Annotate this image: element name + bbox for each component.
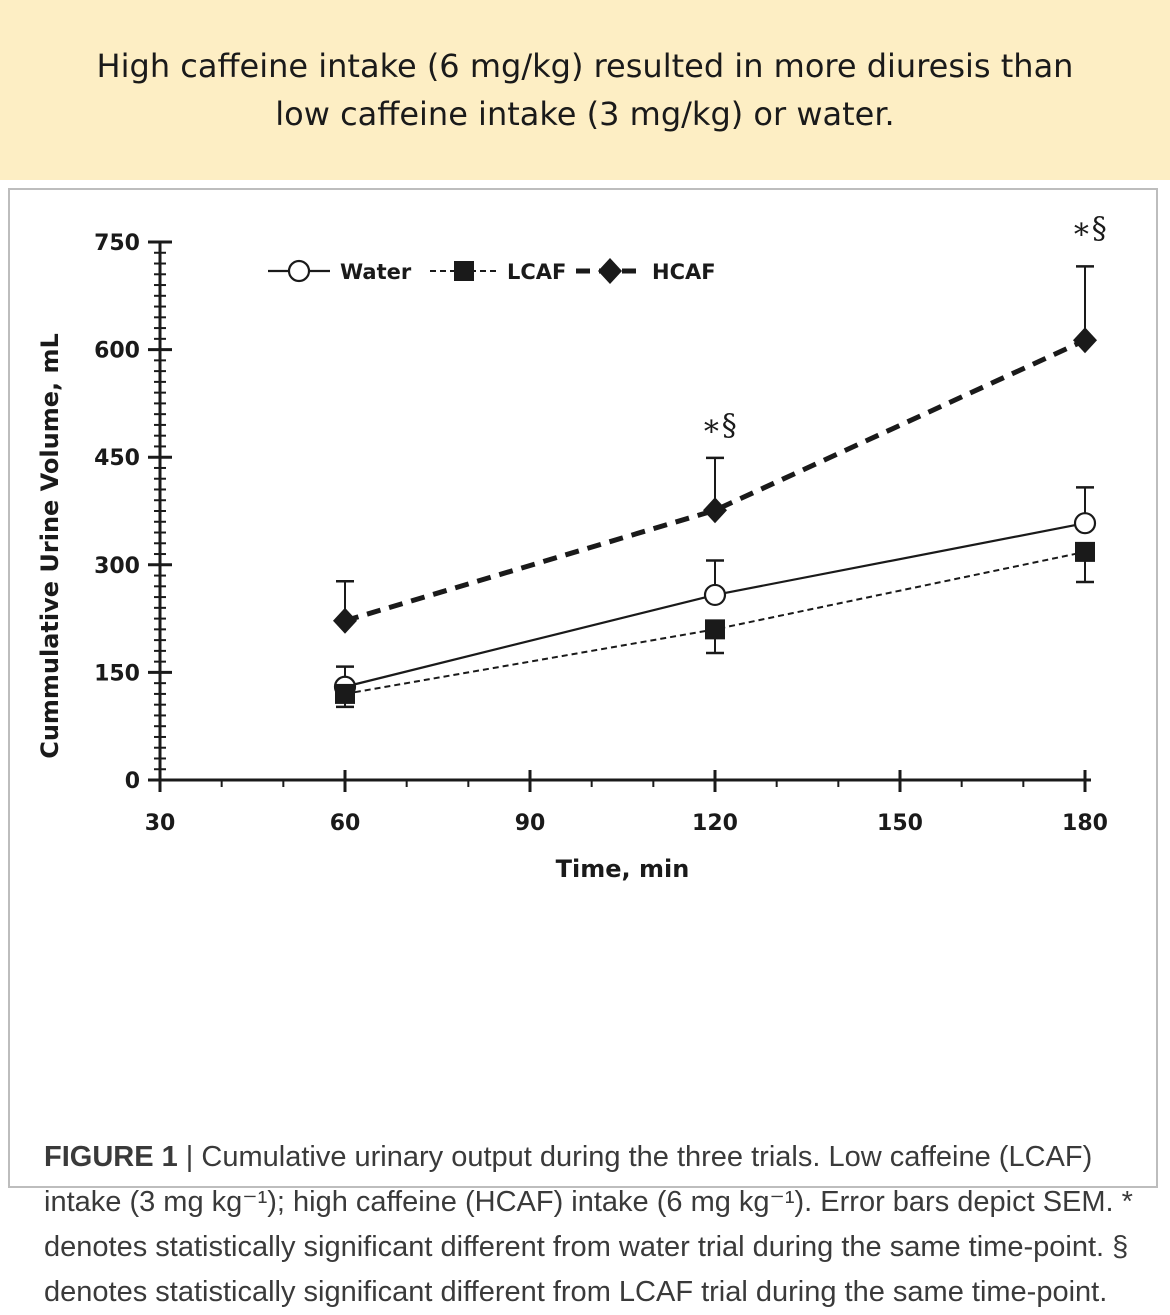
series-line-hcaf [344,338,1087,624]
x-tick-label: 60 [330,811,361,836]
headline-banner: High caffeine intake (6 mg/kg) resulted … [0,0,1170,180]
headline-line-1: High caffeine intake (6 mg/kg) resulted … [96,47,1074,85]
x-axis-title: Time, min [556,855,690,883]
point-lcaf [335,683,355,704]
x-tick-label: 90 [515,811,546,836]
y-tick-label: 600 [94,339,140,364]
point-hcaf [703,497,727,524]
series-hcaf [333,265,1097,634]
y-tick-label: 750 [94,231,140,256]
legend-label-lcaf: LCAF [507,260,566,284]
caption-text: Cumulative urinary output during the thr… [44,1141,1133,1308]
caption-label: FIGURE 1 [44,1141,178,1173]
figure-caption: FIGURE 1 | Cumulative urinary output dur… [44,1135,1144,1315]
significance-annotation: ∗§ [1071,211,1106,246]
series-water [333,486,1097,698]
point-lcaf [705,619,725,640]
x-tick-label: 120 [692,811,738,836]
x-tick-label: 150 [877,811,923,836]
caption-separator: | [177,1141,202,1173]
chart-axes: 0 150 300 450 600 750 30 60 90 120 150 180 Time, min… [36,231,1108,883]
legend-label-water: Water [340,260,412,284]
series-lcaf [335,541,1095,709]
y-tick-label: 150 [94,661,140,686]
x-tick-label: 30 [145,811,176,836]
headline-text: High caffeine intake (6 mg/kg) resulted … [55,42,1115,138]
legend-marker-water [287,259,311,283]
legend-marker-hcaf [598,258,622,284]
figure-panel: 0 150 300 450 600 750 30 60 90 120 150 180 Time, min… [8,188,1158,1308]
significance-annotation: ∗§ [701,409,736,444]
point-lcaf [1075,541,1095,562]
y-tick-label: 450 [94,446,140,471]
x-tick-label: 180 [1062,811,1108,836]
y-tick-label: 0 [125,769,140,794]
point-hcaf [333,607,357,634]
urine-volume-chart: 0 150 300 450 600 750 30 60 90 120 150 180 Time, min… [36,211,1108,883]
point-water [703,583,727,607]
point-hcaf [1073,327,1097,354]
chart-series [333,265,1097,709]
y-axis-title: Cummulative Urine Volume, mL [36,333,64,759]
point-water [1073,512,1097,535]
chart-legend: Water LCAF HCAF [268,258,716,284]
chart-annotations: ∗§ ∗§ [701,211,1106,443]
legend-marker-lcaf [454,261,474,281]
headline-line-2: low caffeine intake (3 mg/kg) or water. [275,95,895,133]
legend-label-hcaf: HCAF [652,260,716,284]
y-tick-label: 300 [94,554,140,579]
